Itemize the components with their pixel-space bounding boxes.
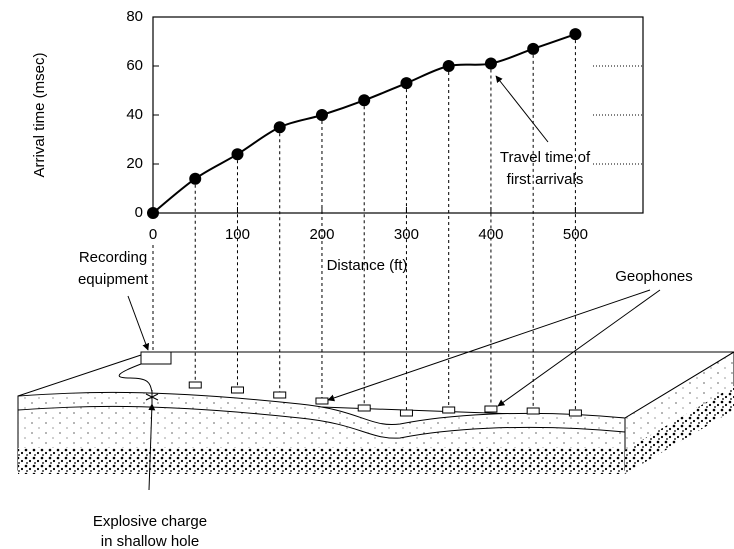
data-point [569, 28, 582, 41]
geophone [273, 391, 287, 399]
geophone [526, 407, 540, 415]
x-tick-label: 200 [309, 226, 334, 243]
arrow [497, 289, 661, 407]
geophone [484, 405, 498, 413]
ground-block [17, 351, 734, 474]
arrow [495, 75, 549, 143]
label: Explosive charge [93, 513, 207, 530]
arrow [327, 289, 651, 402]
annotation: first arrivals [507, 171, 584, 188]
x-axis-label: Distance (ft) [327, 257, 408, 274]
label: Recording [79, 249, 147, 266]
label: Geophones [615, 268, 693, 285]
data-point [442, 60, 455, 72]
y-tick-label: 20 [126, 155, 143, 172]
geophone [442, 406, 456, 414]
geophone [230, 386, 244, 394]
arrow [127, 295, 150, 351]
geophone [568, 409, 582, 417]
data-point [231, 148, 244, 161]
data-point [189, 172, 202, 185]
data-point [147, 207, 159, 219]
x-tick-label: 0 [149, 226, 157, 243]
data-point [484, 57, 497, 70]
geophone [315, 397, 329, 405]
y-tick-label: 60 [126, 57, 143, 74]
data-point [273, 121, 286, 134]
annotation: Travel time of [500, 149, 591, 166]
geophone [399, 409, 413, 417]
y-axis-label: Arrival time (msec) [31, 52, 48, 177]
geophone [357, 404, 371, 412]
arrow [148, 403, 156, 491]
y-tick-label: 40 [126, 106, 143, 123]
y-tick-label: 0 [135, 204, 143, 221]
label: equipment [78, 271, 149, 288]
data-point [358, 94, 371, 107]
data-point [527, 42, 540, 55]
y-tick-label: 80 [126, 8, 143, 25]
geophone [188, 381, 202, 389]
data-point [400, 77, 413, 90]
data-point [315, 109, 328, 121]
label: in shallow hole [101, 533, 199, 549]
